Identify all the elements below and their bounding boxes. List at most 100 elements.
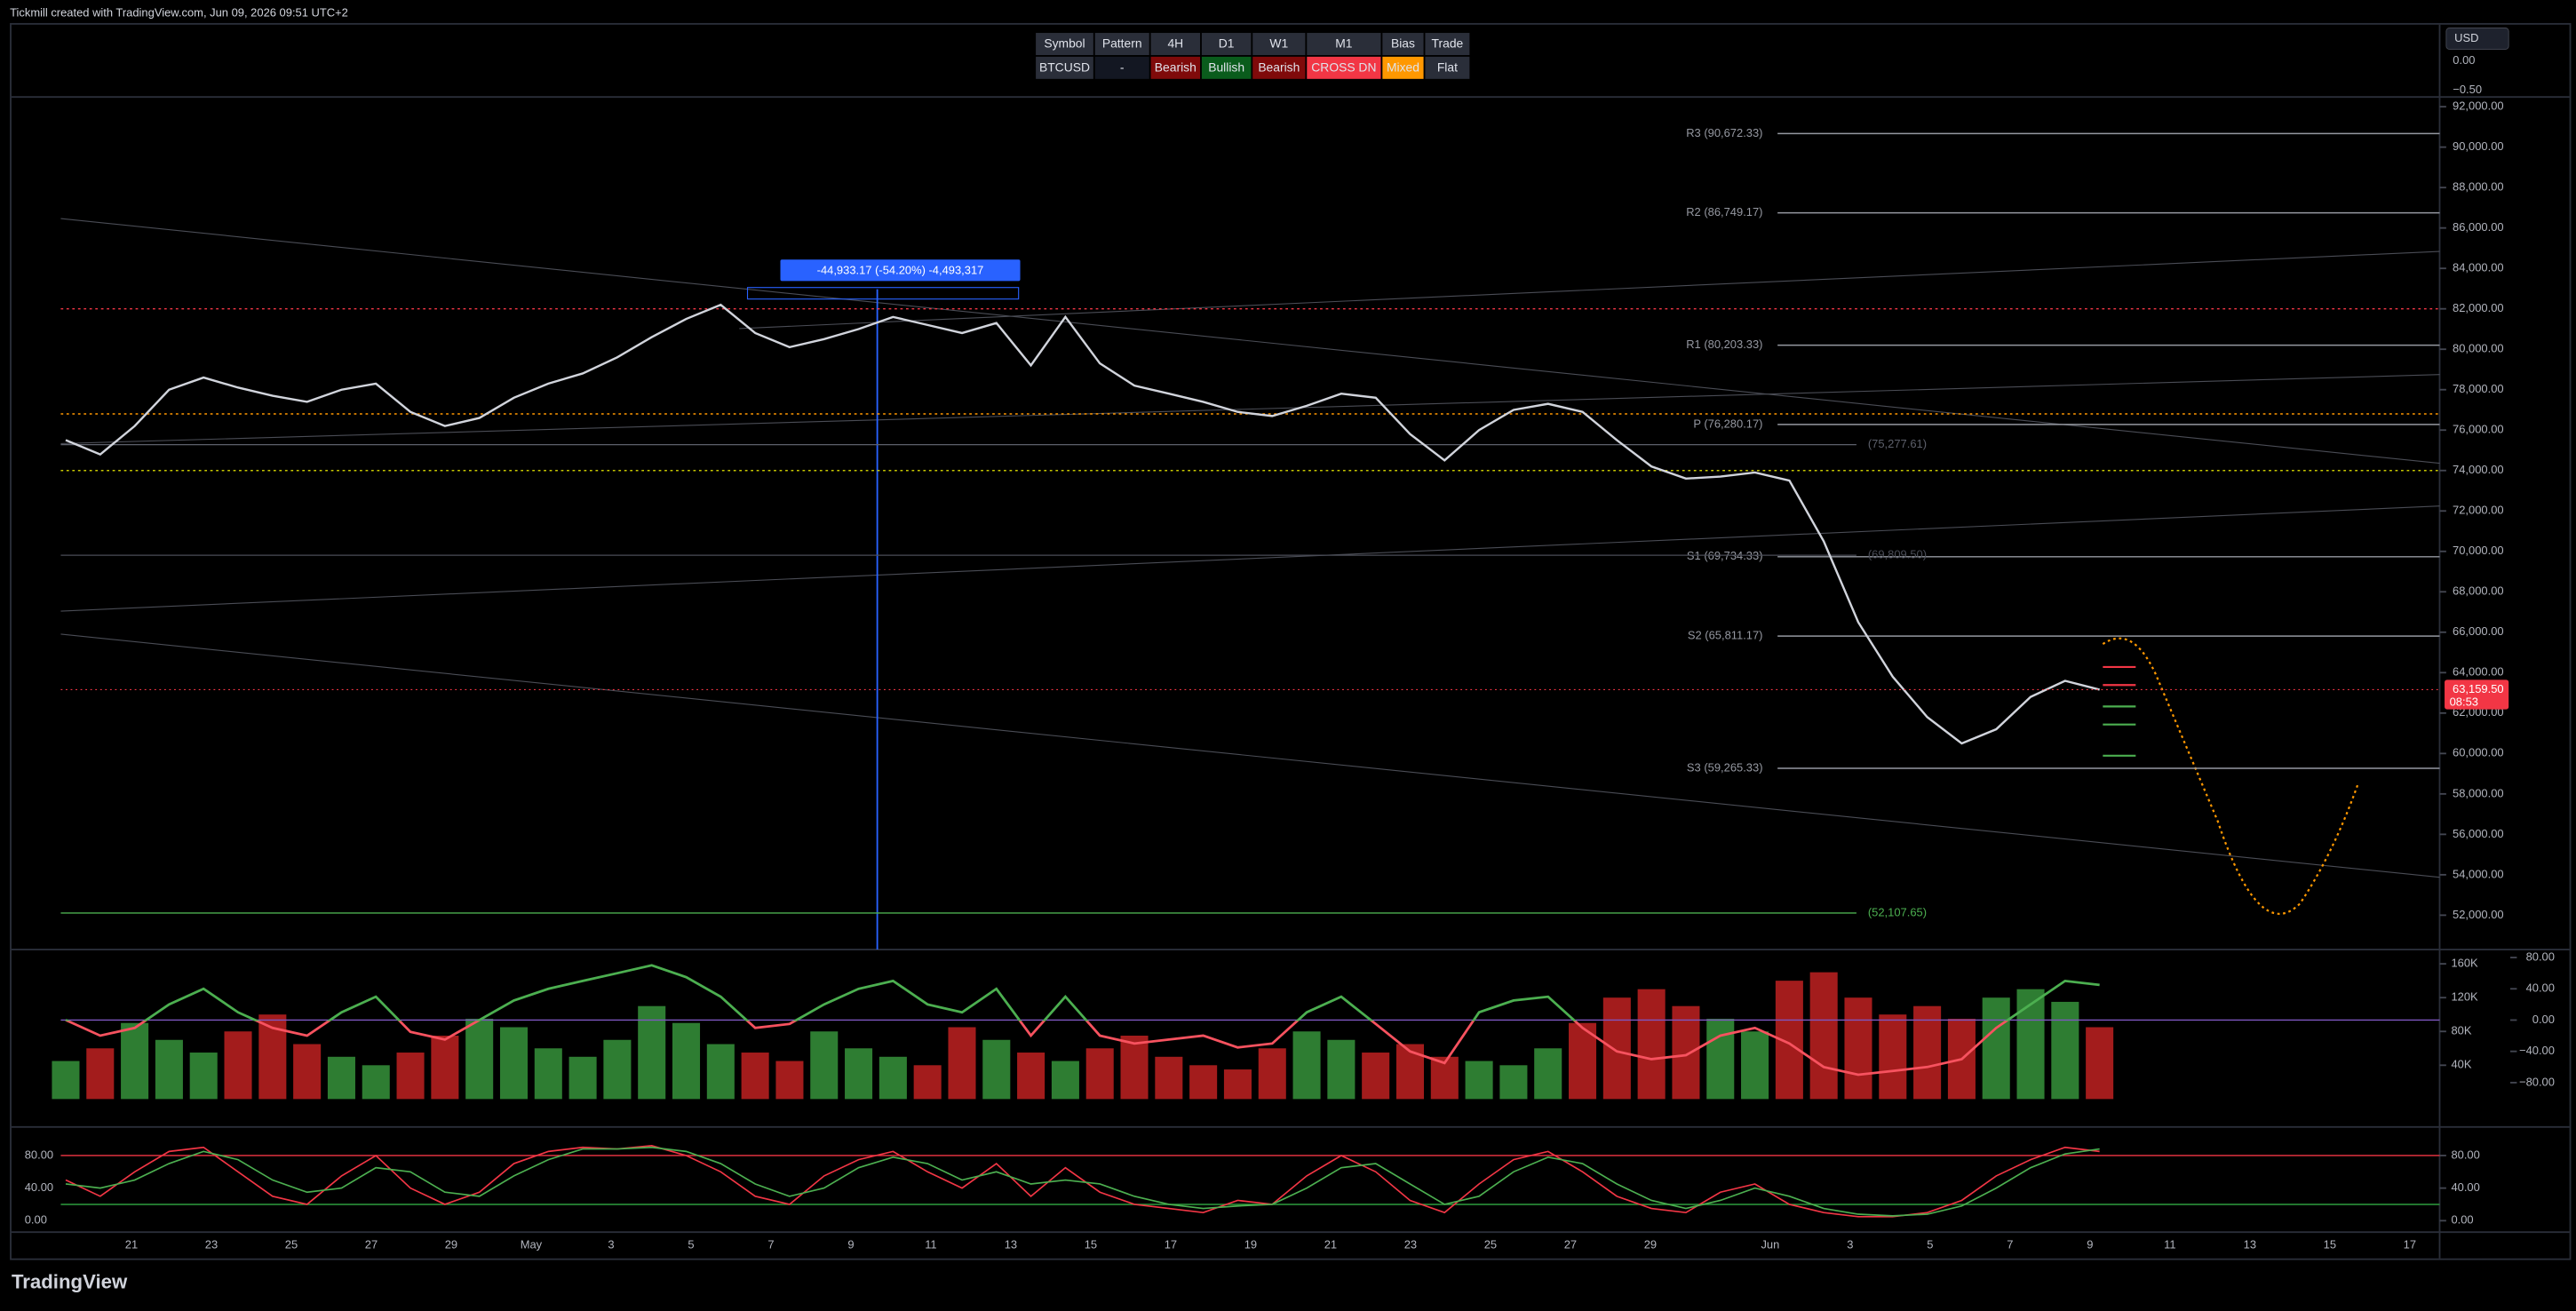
x-tick-label: 7 <box>2007 1237 2013 1251</box>
table-header-text: Pattern <box>1102 36 1142 51</box>
pivot-label: P (76,280.17) <box>1693 417 1762 430</box>
y2-tick-label: 40.00 <box>2526 981 2555 995</box>
table-cell-text: Bullish <box>1208 60 1244 74</box>
y-tick-label: 40K <box>2451 1058 2471 1071</box>
annotation-label: (75,277.61) <box>1868 437 1927 450</box>
x-tick-label: 25 <box>1484 1237 1497 1251</box>
volume-bar <box>2016 989 2045 1100</box>
y-tick-label-left: 0.00 <box>25 1213 47 1227</box>
table-cell <box>1094 56 1149 79</box>
header-title: Tickmill created with TradingView.com, J… <box>10 5 348 19</box>
y-tick-label: 84,000.00 <box>2453 261 2504 274</box>
x-tick-label: 23 <box>205 1237 218 1251</box>
volume-bar <box>1534 1048 1562 1100</box>
table-cell <box>1307 56 1381 79</box>
y-tick-label: 60,000.00 <box>2453 746 2504 759</box>
x-tick-label: 27 <box>365 1237 378 1251</box>
x-tick-label: 7 <box>767 1237 774 1251</box>
table-header-cell <box>1036 33 1093 56</box>
table-header-cell <box>1425 33 1470 56</box>
table-cell-text: Mixed <box>1387 60 1419 74</box>
pivot-label: R1 (80,203.33) <box>1686 338 1762 351</box>
pivot-label: R3 (90,672.33) <box>1686 126 1762 139</box>
table-cell-text: BTCUSD <box>1039 60 1090 74</box>
volume-bar <box>1499 1065 1528 1100</box>
volume-bar <box>568 1056 597 1100</box>
x-tick-label: 3 <box>608 1237 614 1251</box>
trendline <box>60 505 2440 612</box>
table-cell <box>1382 56 1424 79</box>
table-cell-text: Flat <box>1437 60 1458 74</box>
trendline <box>60 633 2440 878</box>
y-tick-label: 56,000.00 <box>2453 827 2504 840</box>
pivot-label: S3 (59,265.33) <box>1687 760 1763 774</box>
volume-bar <box>534 1048 562 1100</box>
table-header-text: 4H <box>1167 36 1183 51</box>
table-header-text: Trade <box>1432 36 1464 51</box>
volume-bar <box>706 1044 735 1100</box>
y-tick-label: 160K <box>2451 957 2478 970</box>
y-tick-label: 80,000.00 <box>2453 342 2504 355</box>
table-cell <box>1036 56 1093 79</box>
volume-bar <box>189 1053 218 1100</box>
table-cell-text: CROSS DN <box>1311 60 1376 74</box>
y-tick-label: 72,000.00 <box>2453 504 2504 517</box>
x-tick-label: 11 <box>2164 1237 2175 1251</box>
y-tick-label: 54,000.00 <box>2453 867 2504 880</box>
volume-bar <box>1913 1005 1942 1100</box>
trendline <box>60 374 2440 444</box>
x-tick-label: 5 <box>1927 1237 1933 1251</box>
volume-bar <box>638 1005 666 1100</box>
y-tick-label: 88,000.00 <box>2453 180 2504 194</box>
volume-bar <box>1120 1036 1149 1100</box>
x-tick-label: 29 <box>1644 1237 1657 1251</box>
table-cell-text: Bearish <box>1155 60 1197 74</box>
table-header-cell <box>1382 33 1424 56</box>
table-cell <box>1425 56 1470 79</box>
y-tick-label: 120K <box>2451 990 2478 1004</box>
pivot-label: R2 (86,749.17) <box>1686 205 1762 218</box>
x-tick-label: 11 <box>925 1237 936 1251</box>
y-tick-label-left: 40.00 <box>25 1180 53 1194</box>
x-tick-label: 29 <box>445 1237 457 1251</box>
currency: USD <box>2454 31 2478 44</box>
y2-tick-label: 0.00 <box>2532 1013 2555 1026</box>
table-cell <box>1150 56 1201 79</box>
volume-bar <box>431 1036 459 1100</box>
last-price-box <box>2445 679 2509 710</box>
last-price-label: 63,159.50 <box>2453 682 2504 695</box>
x-tick-label: 21 <box>125 1237 138 1251</box>
scale-label: −0.50 <box>2453 83 2482 96</box>
brand[interactable]: TradingView <box>12 1270 128 1292</box>
volume-bar <box>948 1027 976 1100</box>
volume-bar <box>1809 972 1838 1100</box>
x-tick-label: 3 <box>1847 1237 1853 1251</box>
table-cell-text: - <box>1120 60 1125 74</box>
volume-bar <box>52 1061 80 1100</box>
price-line <box>65 303 2100 745</box>
table-header-cell <box>1252 33 1306 56</box>
volume-bar <box>1017 1053 1046 1100</box>
x-tick-label: 5 <box>688 1237 694 1251</box>
table-header-text: W1 <box>1269 36 1288 51</box>
volume-bar <box>1223 1069 1252 1100</box>
trendlines <box>60 218 2440 878</box>
x-tick-label: 15 <box>1085 1237 1097 1251</box>
x-tick-label: 9 <box>2087 1237 2093 1251</box>
volume-bar <box>362 1065 390 1100</box>
volume-bar <box>224 1031 252 1100</box>
volume-bar <box>672 1022 701 1100</box>
y-tick-label: 68,000.00 <box>2453 584 2504 598</box>
x-tick-label: 9 <box>847 1237 854 1251</box>
x-tick-label: 15 <box>2324 1237 2336 1251</box>
trendline <box>739 250 2440 330</box>
y2-tick-label: −40.00 <box>2519 1044 2555 1057</box>
y2-tick-label: −80.00 <box>2519 1075 2555 1088</box>
y-tick-label: 90,000.00 <box>2453 139 2504 153</box>
scale-label: 0.00 <box>2453 53 2475 67</box>
y-tick-label: 80.00 <box>2451 1148 2479 1161</box>
measure-box <box>780 259 1021 282</box>
y-tick-label: 74,000.00 <box>2453 463 2504 476</box>
table-cell <box>1252 56 1306 79</box>
volume-bar <box>86 1048 115 1100</box>
